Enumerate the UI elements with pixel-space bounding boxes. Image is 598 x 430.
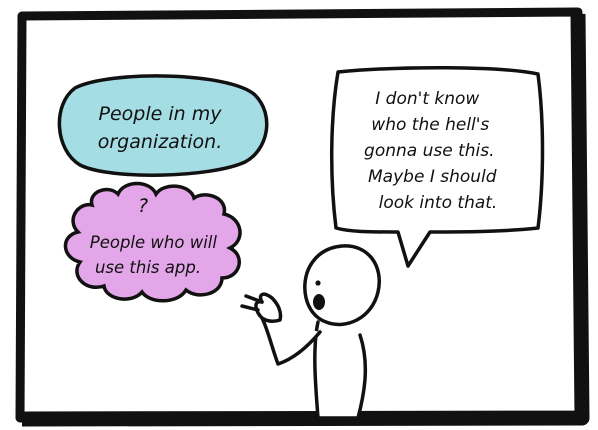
speech-line-2: who the hell's [371,115,489,135]
speech-line-5: look into that. [379,193,498,213]
app-users-cloud: ? People who will use this app. [63,181,242,303]
svg-text:People in my organizatio: People in my organization. [98,103,228,153]
svg-text:I don't know who the hel: I don't know who the hell's gonna use th… [364,89,502,213]
speech-line-3: gonna use this. [364,141,494,161]
app-users-question-mark: ? [138,195,148,217]
figure-mouth [313,294,325,310]
speech-line-4: Maybe I should [368,167,497,187]
speech-line-1: I don't know [375,89,479,109]
figure-pointing-finger [244,294,264,304]
app-users-line-2: use this app. [95,258,201,277]
figure-head [303,244,381,327]
svg-text:?: ? [138,195,148,217]
svg-text:People who will use this: People who will use this app. [90,233,222,277]
app-users-cloud-shape [63,181,242,303]
panel-border-shadow [21,13,590,427]
figure-eye [315,280,321,286]
app-users-line-1: People who will [90,233,218,252]
organization-bubble-shape [57,74,269,177]
speech-bubble-shape [329,65,545,268]
organization-line-1: People in my [99,103,223,125]
figure-arm [260,316,322,366]
figure-body [313,320,368,420]
stick-figure [240,244,381,420]
figure-second-finger [240,304,260,312]
organization-bubble: People in my organization. [57,74,269,177]
speech-bubble: I don't know who the hell's gonna use th… [329,65,545,268]
organization-line-2: organization. [98,131,223,153]
